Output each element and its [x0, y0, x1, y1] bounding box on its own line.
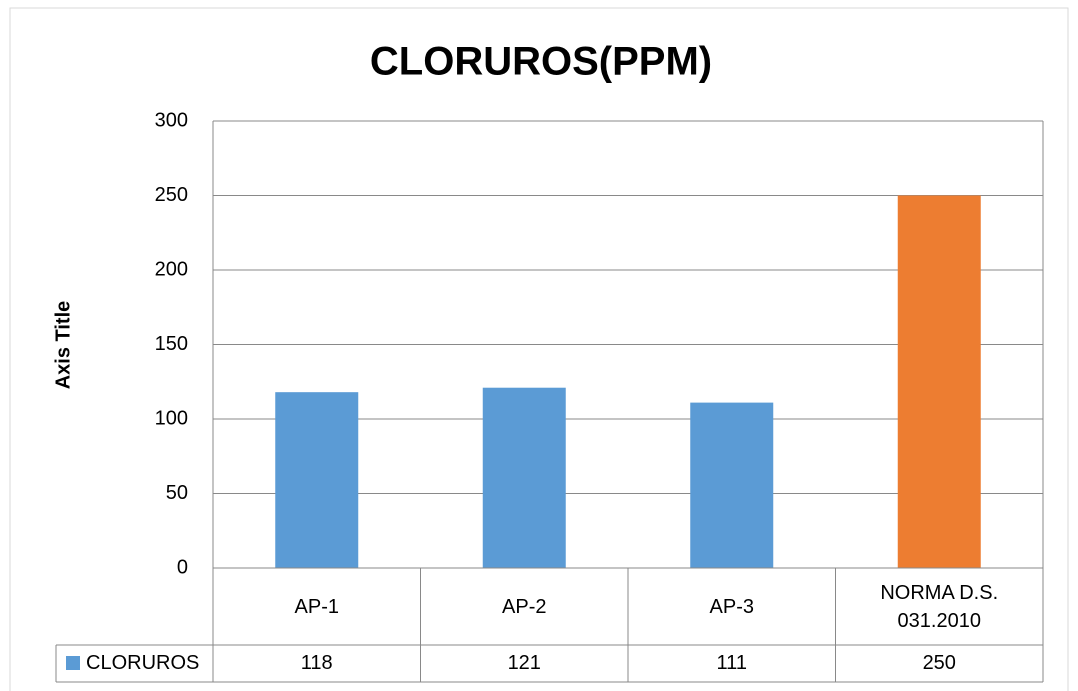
legend-label: CLORUROS: [86, 652, 199, 674]
y-tick-label: 100: [155, 407, 188, 429]
bar: [482, 387, 566, 568]
bar: [275, 392, 359, 568]
table-value: 111: [717, 652, 747, 674]
x-tick-label-box: NORMA D.S. 031.2010: [880, 581, 999, 632]
table-value: 121: [508, 652, 541, 674]
y-tick-label: 50: [166, 482, 188, 504]
table-value: 250: [923, 652, 956, 674]
bar: [690, 402, 774, 568]
x-tick-label-box: AP-3: [709, 595, 754, 618]
x-tick-label: AP-2: [502, 595, 547, 618]
y-tick-label: 200: [155, 258, 188, 280]
table-value: 118: [301, 652, 333, 674]
bar: [897, 195, 981, 568]
y-tick-label: 300: [155, 109, 188, 131]
x-tick-label-box: AP-2: [502, 595, 547, 618]
chart-title: CLORUROS(PPM): [370, 40, 712, 84]
legend-key: [66, 656, 80, 670]
x-tick-label-box: AP-1: [294, 595, 339, 618]
y-tick-label: 250: [155, 184, 188, 206]
chart-frame: [9, 7, 1069, 691]
x-tick-label: AP-1: [294, 595, 339, 618]
y-tick-label: 150: [155, 333, 188, 355]
y-axis-title: Axis Title: [52, 301, 74, 390]
x-tick-label: AP-3: [709, 595, 754, 618]
x-tick-label: NORMA D.S. 031.2010: [880, 581, 999, 632]
y-tick-label: 0: [177, 556, 188, 578]
